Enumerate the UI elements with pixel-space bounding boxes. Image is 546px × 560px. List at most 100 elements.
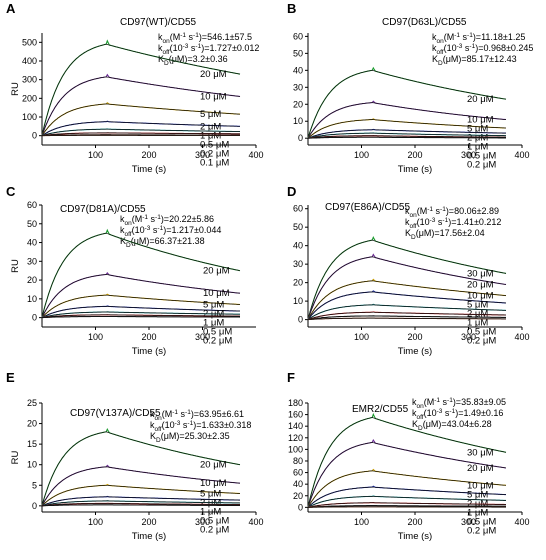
y-tick-label: 10: [27, 294, 37, 304]
x-tick-label: 100: [88, 150, 103, 160]
series-label: 1 μM: [200, 506, 221, 517]
series-line-fit: [42, 504, 240, 507]
x-tick-label: 200: [407, 517, 422, 527]
series-label: 0.2 μM: [467, 526, 496, 537]
x-tick-label: 100: [354, 517, 369, 527]
x-axis-label: Time (s): [132, 164, 166, 175]
x-tick-label: 300: [461, 517, 476, 527]
series-line-fit: [41, 500, 241, 507]
series-line-fit: [307, 119, 506, 139]
series-label: 0.5 μM: [200, 515, 229, 526]
y-tick-label: 20: [293, 278, 303, 288]
kinetics-line: kon(M-1 s-1)=546.1±57.5: [158, 32, 252, 45]
series-line-fit: [41, 311, 240, 318]
series-line-fit: [41, 43, 241, 136]
kinetics-line: koff(10-3 s-1)=1.217±0.044: [120, 225, 221, 238]
series-line-fit: [41, 132, 240, 137]
kinetics-line: kon(M-1 s-1)=20.22±5.86: [120, 214, 214, 227]
x-axis-label: Time (s): [132, 346, 166, 357]
y-tick-label: 400: [22, 56, 37, 66]
series-label: 5 μM: [467, 300, 488, 311]
kinetics-line: koff(10-3 s-1)=1.41±0.212: [405, 217, 501, 230]
series-label: 0.2 μM: [200, 524, 229, 535]
series-line-fit: [307, 311, 506, 320]
panel-letter: A: [6, 1, 16, 16]
series-line-fit: [41, 121, 240, 136]
x-tick-label: 200: [141, 517, 156, 527]
y-tick-label: 100: [288, 444, 303, 454]
panel-d: D CD97(E86A)/CD55 0 10 20 30 40 50 60 100 200 300 40…: [287, 184, 530, 357]
series-label: 5 μM: [467, 124, 488, 135]
kinetics-line: KD(μM)=25.30±2.35: [150, 431, 230, 444]
series-line-fit: [307, 280, 507, 320]
series-label: 30 μM: [467, 447, 494, 458]
series-line-fit: [307, 505, 506, 508]
series-line-fit: [41, 294, 241, 318]
y-tick-label: 15: [27, 439, 37, 449]
series-line-fit: [42, 316, 241, 318]
panel-letter: B: [287, 1, 296, 16]
series-label: 0.5 μM: [467, 327, 496, 338]
series-line-fit: [307, 69, 507, 139]
series-line-fit: [307, 135, 506, 139]
x-axis-label: Time (s): [398, 531, 432, 542]
kinetics-line: koff(10-3 s-1)=1.633±0.318: [150, 420, 251, 433]
series-line-fit: [307, 317, 506, 320]
y-tick-label: 0: [32, 501, 37, 511]
y-tick-label: 0: [298, 502, 303, 512]
y-tick-label: 60: [293, 31, 303, 41]
panel-letter: F: [287, 370, 295, 385]
y-tick-label: 50: [27, 219, 37, 229]
series-label: 10 μM: [200, 478, 227, 489]
kinetics-line: koff(10-3 s-1)=0.968±0.245: [432, 43, 533, 56]
y-tick-label: 60: [293, 468, 303, 478]
series-label: 10 μM: [200, 91, 227, 102]
series-line-fit: [307, 502, 506, 508]
y-axis-label: RU: [10, 451, 21, 465]
y-tick-label: 0: [298, 315, 303, 325]
x-tick-label: 400: [514, 517, 529, 527]
series-label: 5 μM: [200, 488, 221, 499]
y-tick-label: 10: [293, 296, 303, 306]
x-tick-label: 100: [88, 332, 103, 342]
kinetics-line: KD(μM)=3.2±0.36: [158, 54, 228, 67]
x-tick-label: 300: [461, 332, 476, 342]
series-label: 20 μM: [200, 69, 227, 80]
kinetics-line: kon(M-1 s-1)=11.18±1.25: [432, 32, 525, 45]
series-label: 10 μM: [467, 115, 494, 126]
series-line-fit: [308, 136, 506, 139]
series-label: 1 μM: [467, 508, 488, 519]
y-tick-label: 0: [298, 133, 303, 143]
x-tick-label: 300: [195, 332, 210, 342]
series-line-fit: [41, 128, 241, 137]
kinetics-line: KD(μM)=66.37±21.38: [120, 236, 205, 249]
panel-a: A CD97(WT)/CD55 0 100 200 300 400 500 100 200 300 4…: [6, 1, 264, 175]
series-line-fit: [307, 495, 506, 508]
series-label: 20 μM: [467, 279, 494, 290]
series-label: 1 μM: [467, 318, 488, 329]
x-tick-label: 300: [195, 150, 210, 160]
series-line-fit: [307, 304, 507, 320]
series-line-fit: [307, 417, 507, 508]
x-tick-label: 200: [407, 150, 422, 160]
series-label: 10 μM: [203, 288, 230, 299]
kinetics-line: kon(M-1 s-1)=35.83±9.05: [412, 397, 506, 410]
y-tick-label: 10: [27, 460, 37, 470]
panel-letter: C: [6, 184, 16, 199]
panel-b: B CD97(D63L)/CD55 0 10 20 30 40 50 60 100 200 300 40…: [287, 1, 533, 175]
series-label: 2 μM: [200, 121, 221, 132]
y-tick-label: 40: [27, 238, 37, 248]
series-line-fit: [41, 76, 241, 136]
x-tick-label: 300: [461, 150, 476, 160]
kinetics-line: koff(10-3 s-1)=1.49±0.16: [412, 408, 503, 421]
y-tick-label: 100: [22, 112, 37, 122]
y-tick-label: 20: [27, 419, 37, 429]
series-label: 20 μM: [467, 463, 494, 474]
y-tick-label: 40: [293, 241, 303, 251]
series-line-fit: [41, 306, 240, 318]
series-label: 5 μM: [200, 109, 221, 120]
x-tick-label: 100: [88, 517, 103, 527]
series-line-fit: [307, 486, 506, 508]
